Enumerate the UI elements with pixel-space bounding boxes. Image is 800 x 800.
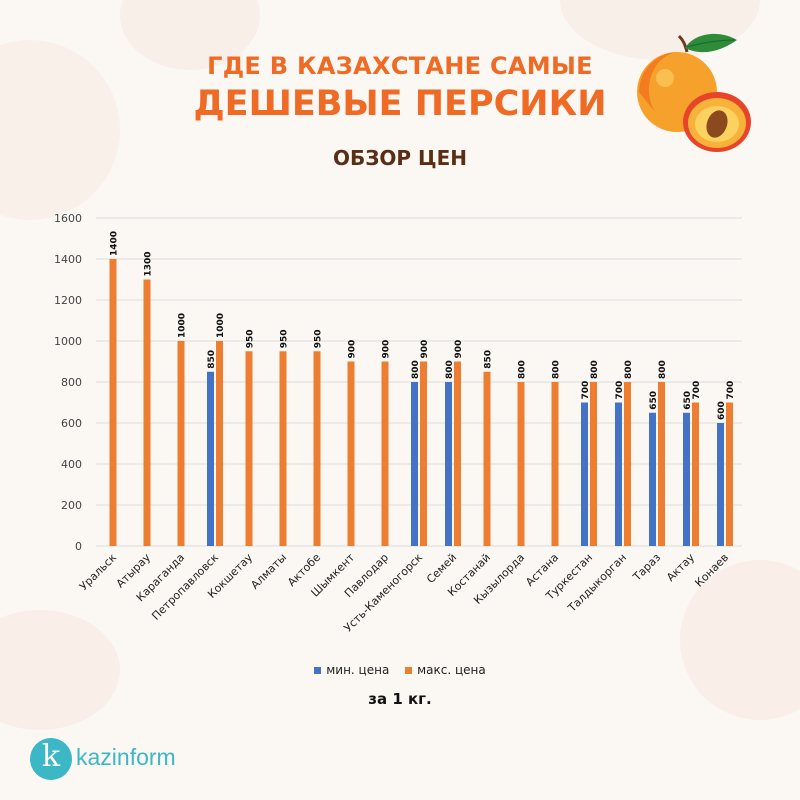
data-label: 700	[692, 381, 702, 400]
bar-max	[590, 382, 597, 546]
bar-max	[551, 382, 559, 546]
bar-max	[216, 341, 223, 546]
bar-max	[381, 361, 389, 546]
y-tick-label: 400	[61, 458, 82, 471]
bar-min	[717, 423, 724, 546]
bar-max	[483, 371, 491, 546]
x-tick-label: Уральск	[77, 551, 119, 593]
y-tick-label: 600	[61, 417, 82, 430]
data-label: 900	[454, 340, 464, 359]
data-label: 850	[484, 350, 494, 369]
y-tick-label: 800	[61, 376, 82, 389]
legend: мин. цена макс. цена	[0, 663, 800, 677]
data-label: 800	[518, 360, 528, 379]
bar-min	[649, 412, 656, 546]
legend-label-min: мин. цена	[326, 663, 390, 677]
x-tick-label: Талдыкорган	[565, 551, 629, 615]
background-decoration	[680, 560, 800, 720]
bar-max	[347, 361, 355, 546]
bar-max	[692, 402, 699, 546]
bar-min	[615, 402, 622, 546]
y-tick-label: 200	[61, 499, 82, 512]
bar-max	[726, 402, 733, 546]
data-label: 950	[246, 329, 256, 348]
bar-min	[445, 382, 452, 546]
data-label: 800	[590, 360, 600, 379]
data-label: 800	[411, 360, 421, 379]
bar-max	[245, 351, 253, 546]
logo-text: kazinform	[76, 744, 176, 770]
legend-label-max: макс. цена	[417, 663, 486, 677]
legend-swatch-min	[314, 667, 322, 674]
bar-min	[683, 412, 690, 546]
x-tick-label: Тараз	[630, 551, 663, 584]
title-line-2: ДЕШЕВЫЕ ПЕРСИКИ	[193, 84, 607, 124]
bar-max	[143, 279, 151, 546]
data-label: 850	[207, 350, 217, 369]
x-tick-label: Алматы	[248, 551, 289, 592]
data-label: 800	[552, 360, 562, 379]
data-label: 700	[581, 381, 591, 400]
bar-max	[517, 382, 525, 546]
data-label: 650	[649, 391, 659, 410]
data-label: 900	[420, 340, 430, 359]
bar-max	[279, 351, 287, 546]
logo-letter: k	[30, 738, 72, 780]
data-label: 600	[717, 401, 727, 420]
y-tick-label: 1200	[54, 294, 82, 307]
data-label: 900	[382, 340, 392, 359]
data-label: 950	[314, 329, 324, 348]
y-tick-label: 1400	[54, 253, 82, 266]
bar-max	[658, 382, 665, 546]
y-tick-label: 1600	[54, 212, 82, 225]
data-label: 700	[726, 381, 736, 400]
bar-max	[313, 351, 321, 546]
data-label: 1400	[110, 231, 120, 256]
bar-min	[411, 382, 418, 546]
data-label: 650	[683, 391, 693, 410]
unit-note: за 1 кг.	[368, 690, 432, 708]
data-label: 950	[280, 329, 290, 348]
y-tick-label: 1000	[54, 335, 82, 348]
y-tick-label: 0	[75, 540, 82, 553]
legend-swatch-max	[405, 667, 413, 674]
data-label: 900	[348, 340, 358, 359]
bar-max	[454, 361, 461, 546]
data-label: 800	[658, 360, 668, 379]
data-label: 1000	[216, 313, 226, 338]
data-label: 1300	[144, 251, 154, 276]
data-label: 800	[445, 360, 455, 379]
legend-item-min: мин. цена	[314, 663, 389, 677]
legend-item-max: макс. цена	[405, 663, 486, 677]
bar-max	[109, 259, 117, 546]
title-line-1: ГДЕ В КАЗАХСТАНЕ САМЫЕ	[207, 52, 593, 80]
bar-min	[207, 371, 214, 546]
data-label: 700	[615, 381, 625, 400]
data-label: 800	[624, 360, 634, 379]
x-tick-label: Конаев	[692, 551, 731, 590]
bar-max	[420, 361, 427, 546]
bar-max	[624, 382, 631, 546]
bar-min	[581, 402, 588, 546]
subtitle: ОБЗОР ЦЕН	[332, 146, 468, 170]
bar-max	[177, 341, 185, 546]
data-label: 1000	[178, 313, 188, 338]
peach-icon	[637, 33, 751, 152]
